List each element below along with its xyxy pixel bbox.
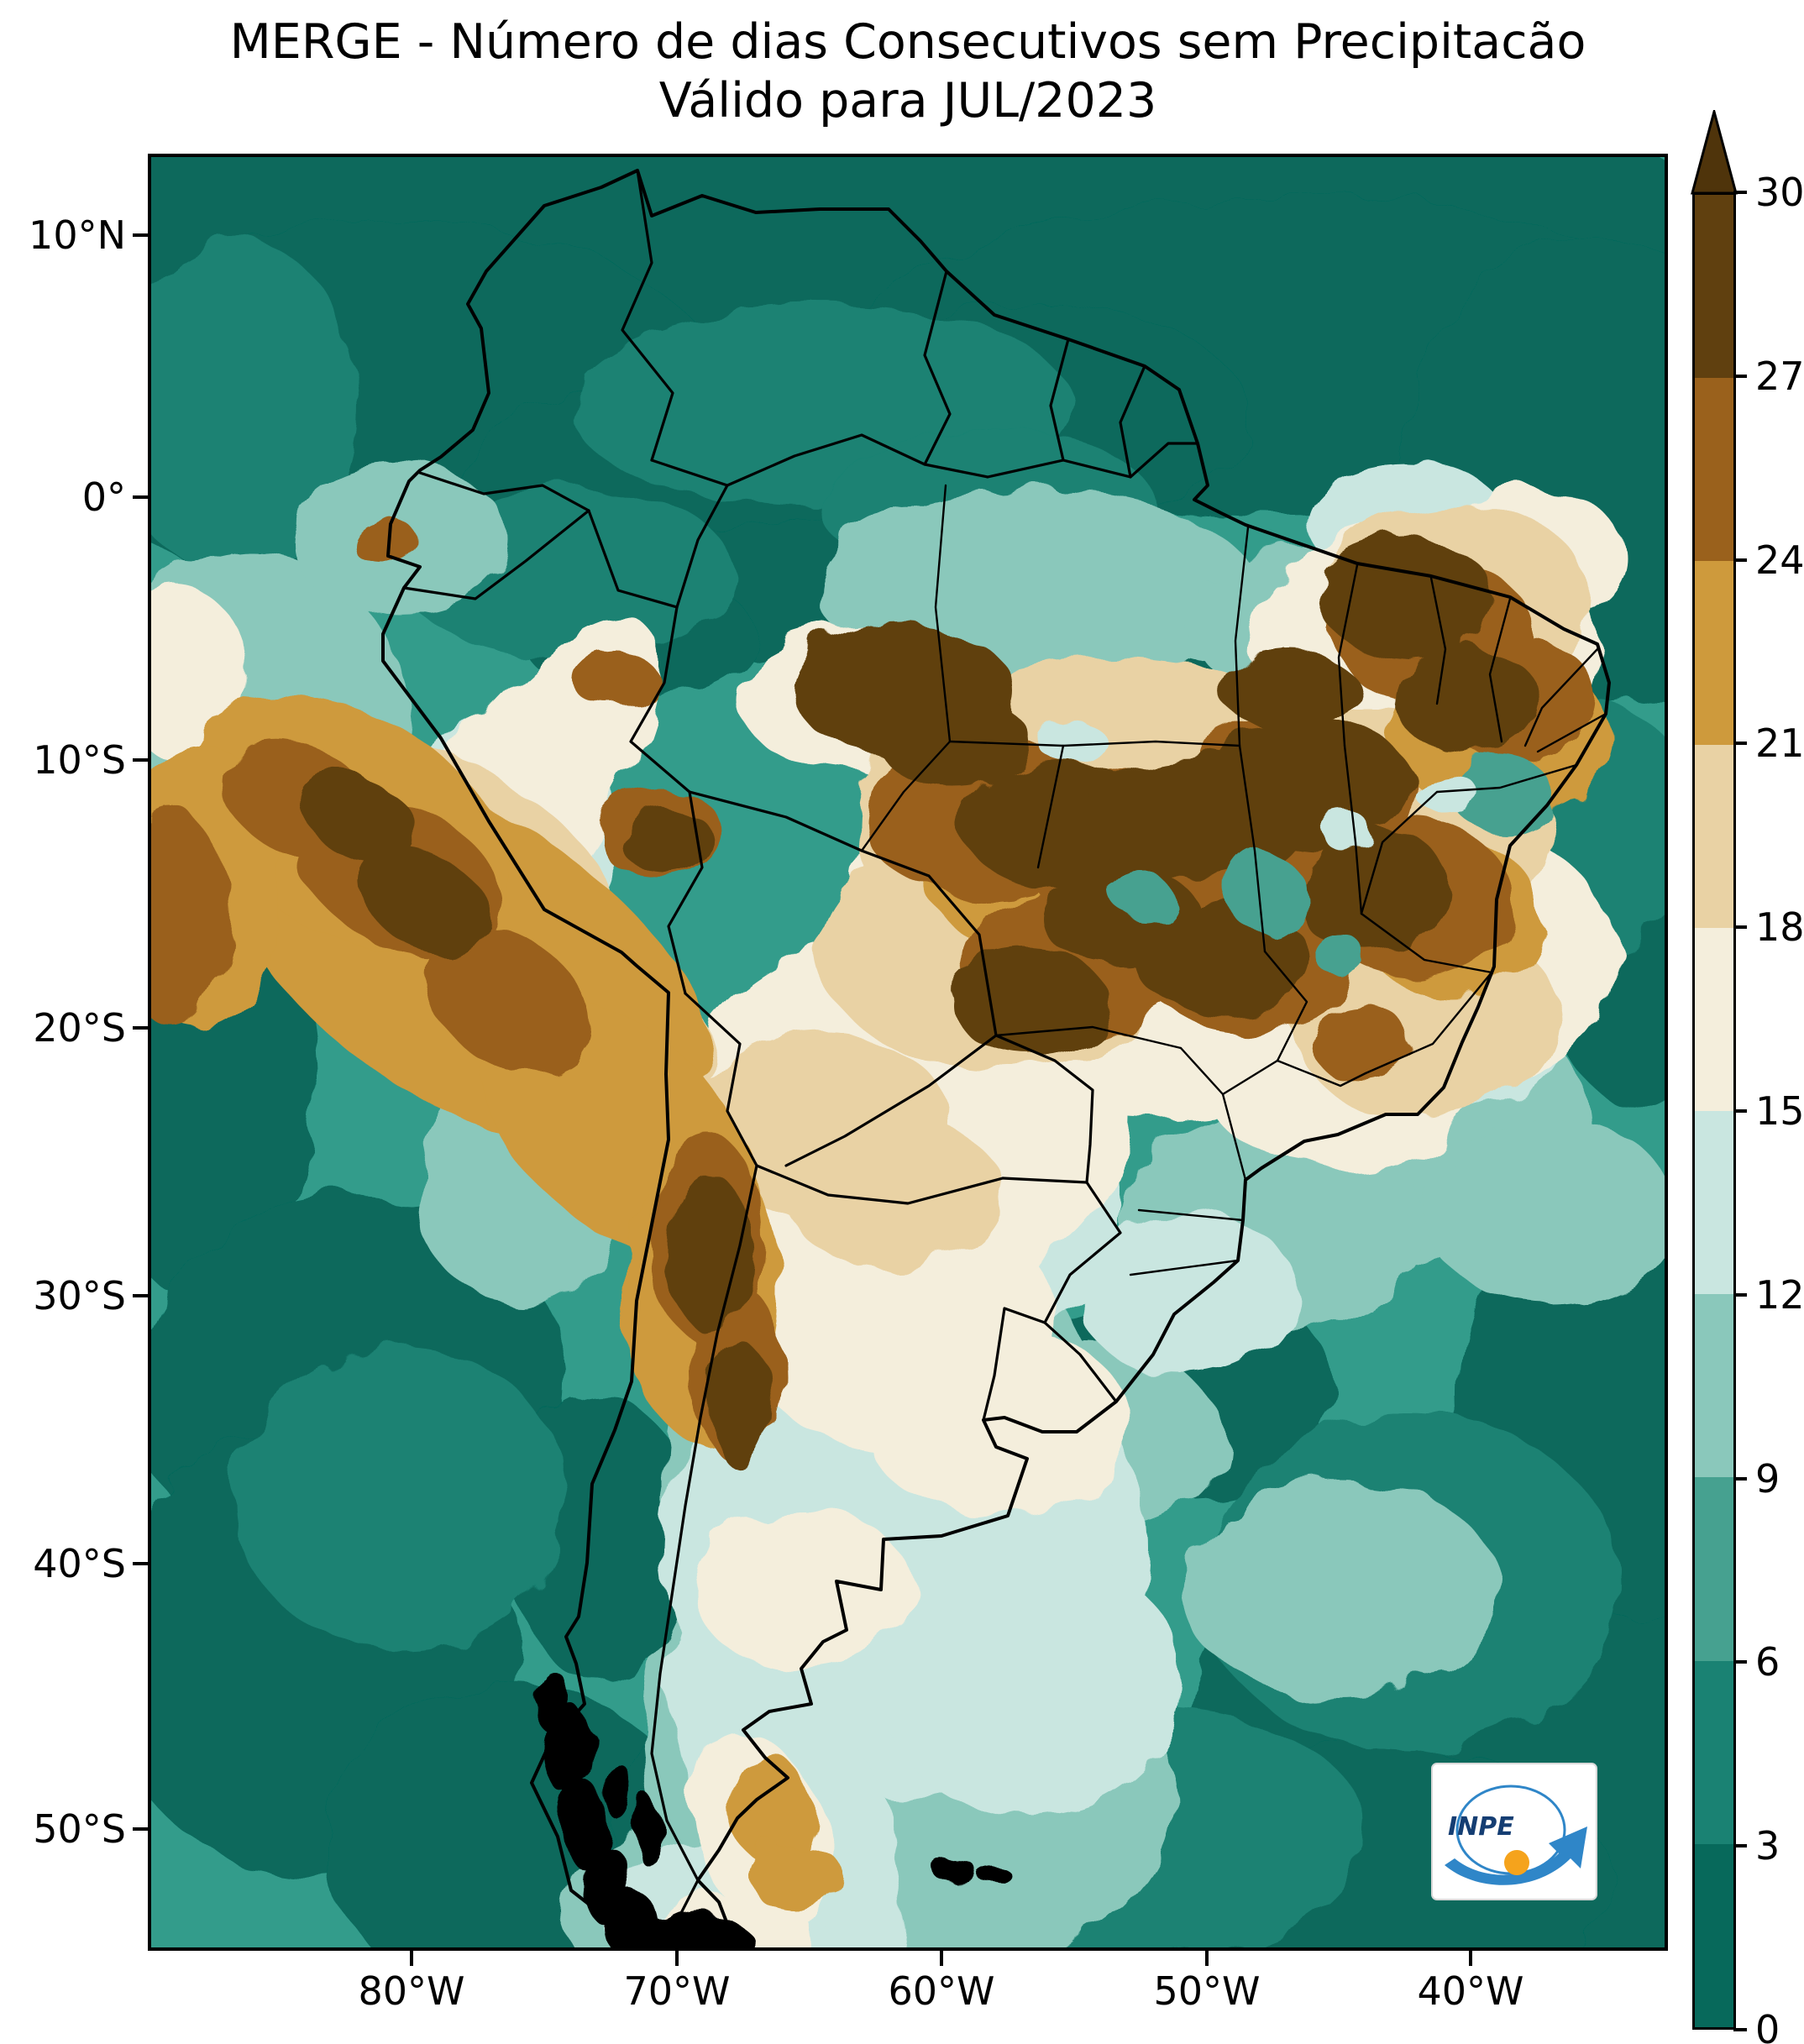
colorbar-extend-arrow bbox=[1691, 110, 1738, 195]
y-axis-tick-mark bbox=[133, 1294, 148, 1297]
x-axis-tick-mark bbox=[1205, 1951, 1209, 1966]
colorbar-tick-labels: 30 27 24 21 18 15 12 9 6 3 0 bbox=[1733, 170, 1804, 2044]
colorbar-tick-mark bbox=[1733, 1292, 1747, 1297]
colorbar-tick-mark bbox=[1733, 558, 1747, 562]
colorbar-tick-mark bbox=[1733, 374, 1747, 378]
y-axis-tick-mark bbox=[133, 1827, 148, 1831]
country-borders bbox=[402, 169, 1199, 1951]
colorbar-tick-label: 3 bbox=[1733, 1823, 1780, 1868]
colorbar-tick-label: 18 bbox=[1733, 904, 1804, 950]
colorbar-tick-mark bbox=[1733, 191, 1747, 194]
x-axis-tick-mark bbox=[940, 1951, 943, 1966]
colorbar-segment bbox=[1695, 1294, 1733, 1478]
colorbar-tick-mark bbox=[1733, 1476, 1747, 1481]
y-axis-tick-label: 30°S bbox=[33, 1273, 126, 1318]
colorbar-tick-label: 9 bbox=[1733, 1456, 1780, 1502]
y-axis-tick-mark bbox=[133, 1562, 148, 1565]
chart-title-line1: MERGE - Número de dias Consecutivos sem … bbox=[229, 14, 1586, 70]
y-axis-tick-mark bbox=[133, 758, 148, 762]
colorbar-tick-mark bbox=[1733, 742, 1747, 746]
colorbar-tick-label: 6 bbox=[1733, 1639, 1780, 1685]
region-darkbrown-driest bbox=[299, 540, 1538, 1468]
colorbar-tick-label: 21 bbox=[1733, 721, 1804, 766]
colorbar-tick-label: 12 bbox=[1733, 1272, 1804, 1318]
state-borders bbox=[860, 484, 1607, 1276]
map-canvas: INPE bbox=[148, 154, 1668, 1951]
colorbar-tick-mark bbox=[1733, 1844, 1747, 1848]
y-axis-tick-label: 10°S bbox=[33, 737, 126, 783]
x-axis-tick-label: 60°W bbox=[888, 1968, 995, 2014]
colorbar-segment bbox=[1695, 1111, 1733, 1295]
map-frame bbox=[148, 154, 1668, 1951]
x-axis-tick-label: 80°W bbox=[358, 1968, 465, 2014]
y-axis-tick-mark bbox=[133, 1026, 148, 1030]
x-axis-tick-mark bbox=[410, 1951, 413, 1966]
inpe-logo-arrow bbox=[1445, 1826, 1587, 1885]
colorbar-tick-mark bbox=[1733, 925, 1747, 930]
colorbar-segment bbox=[1695, 561, 1733, 745]
colorbar-segment bbox=[1695, 1660, 1733, 1844]
colorbar-tick-mark bbox=[1733, 1660, 1747, 1664]
inpe-logo: INPE bbox=[1431, 1763, 1597, 1900]
colorbar-tick-label: 30 bbox=[1733, 170, 1804, 215]
region-wet-pockets bbox=[1038, 720, 1550, 980]
x-axis-tick-label: 50°W bbox=[1153, 1968, 1261, 2014]
inpe-logo-satellite-dot bbox=[1504, 1850, 1529, 1875]
colorbar-segment bbox=[1695, 378, 1733, 562]
colorbar-segment bbox=[1695, 927, 1733, 1112]
colorbar-segments bbox=[1692, 192, 1736, 2030]
colorbar-segment bbox=[1695, 744, 1733, 928]
x-axis-tick-label: 40°W bbox=[1417, 1968, 1524, 2014]
x-axis-tick-mark bbox=[1469, 1951, 1472, 1966]
y-axis-tick-mark bbox=[133, 233, 148, 237]
y-axis-tick-label: 20°S bbox=[33, 1005, 126, 1051]
y-axis-tick-label: 10°N bbox=[29, 212, 126, 258]
colorbar-segment bbox=[1695, 195, 1733, 379]
chart-title: MERGE - Número de dias Consecutivos sem … bbox=[148, 13, 1668, 130]
colorbar-tick-label: 0 bbox=[1733, 2007, 1780, 2044]
inpe-logo-text: INPE bbox=[1448, 1812, 1514, 1842]
colorbar-tick-mark bbox=[1733, 2028, 1747, 2031]
x-axis-tick-label: 70°W bbox=[623, 1968, 731, 2014]
colorbar-tick-label: 15 bbox=[1733, 1088, 1804, 1134]
y-axis-tick-label: 50°S bbox=[33, 1806, 126, 1852]
colorbar-segment bbox=[1695, 1477, 1733, 1661]
colorbar-tick-label: 24 bbox=[1733, 537, 1804, 583]
y-axis-tick-label: 0° bbox=[81, 474, 126, 520]
chart-title-line2: Válido para JUL/2023 bbox=[658, 72, 1157, 128]
y-axis-tick-mark bbox=[133, 495, 148, 499]
x-axis-tick-mark bbox=[675, 1951, 679, 1966]
colorbar-segment bbox=[1695, 1843, 1733, 2028]
colorbar-tick-label: 27 bbox=[1733, 354, 1804, 399]
coastline bbox=[381, 169, 1611, 1951]
colorbar-tick-mark bbox=[1733, 1109, 1747, 1113]
y-axis-tick-label: 40°S bbox=[33, 1541, 126, 1586]
fjords-and-islands bbox=[534, 1669, 1018, 1951]
